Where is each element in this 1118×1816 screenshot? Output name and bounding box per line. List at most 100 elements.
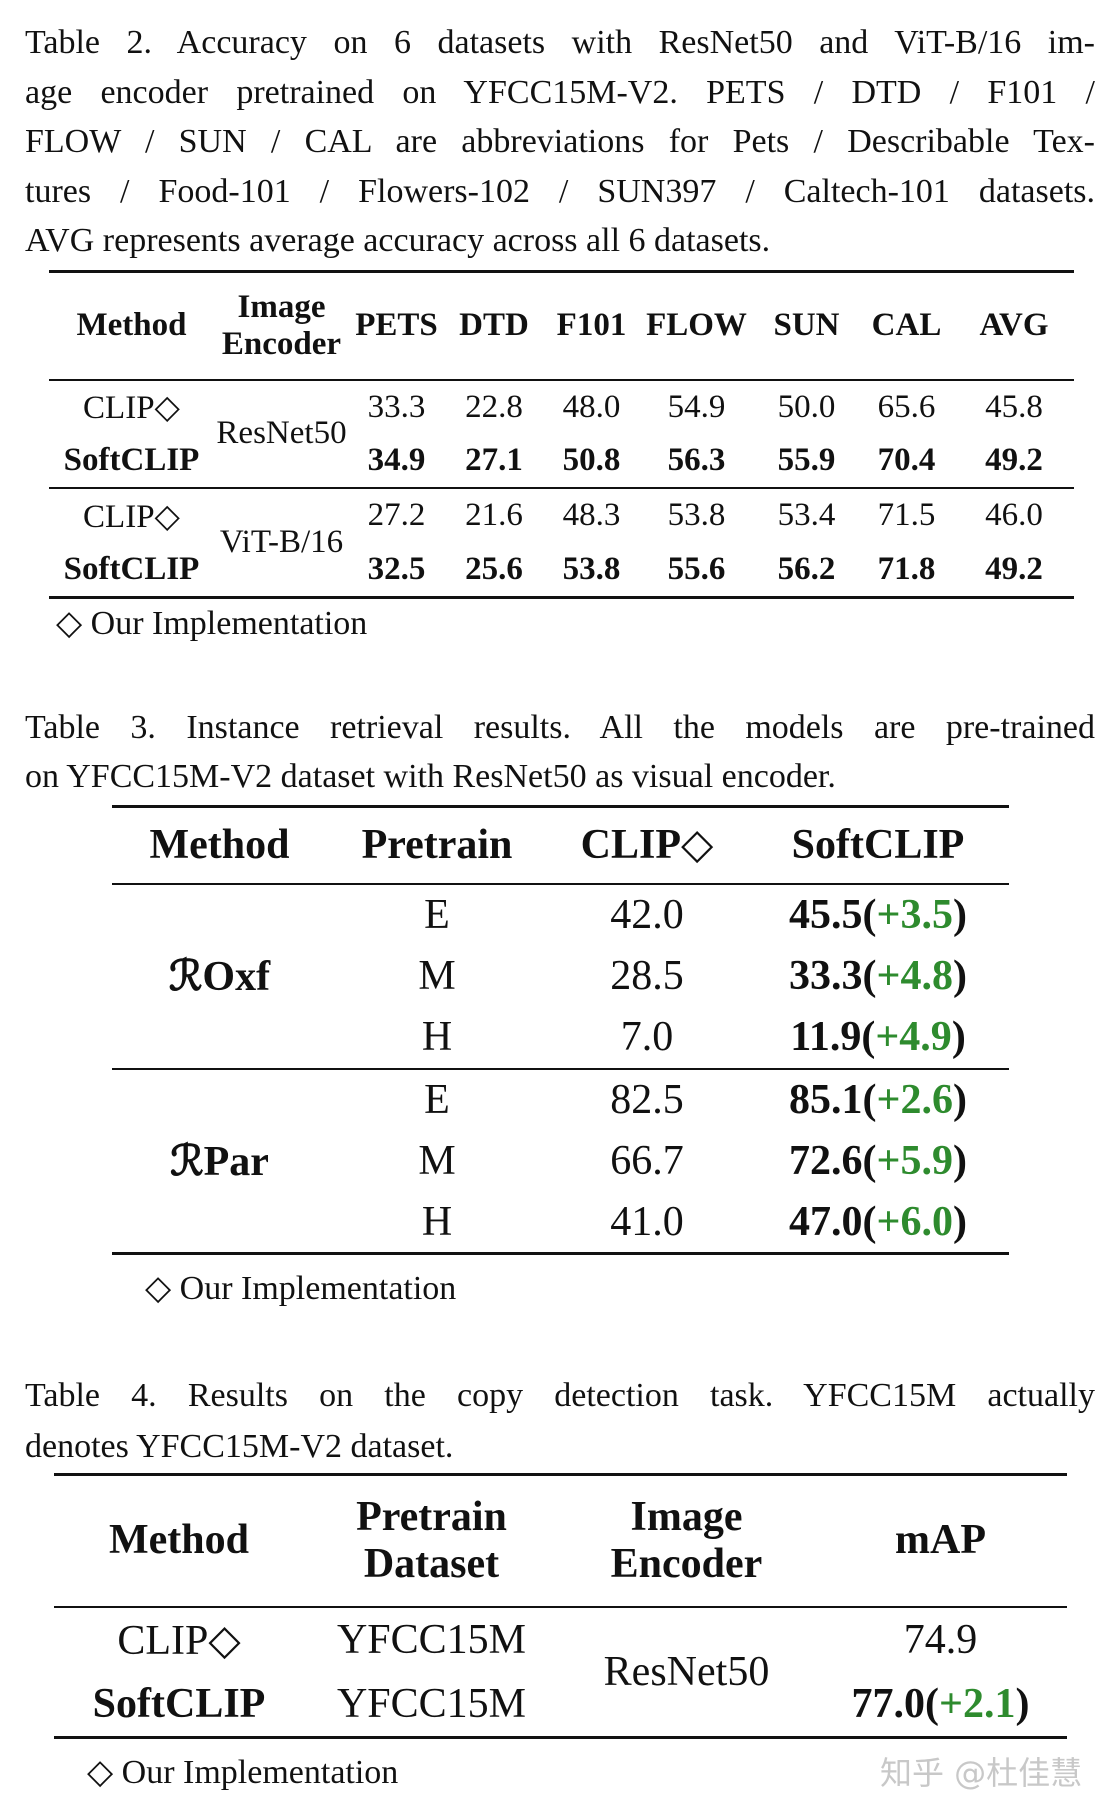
dataset: YFCC15M: [336, 1681, 527, 1727]
row: SoftCLIP 32.5 25.6 53.8 55.6 56.2 71.8 49.2: [49, 543, 1074, 598]
row: ℛOxf E 42.0 45.5(+3.5): [112, 882, 1009, 1069]
caption-line: Table 4. Results on the copy detection t…: [25, 1377, 1095, 1414]
caption-line: on YFCC15M-V2 dataset with ResNet50 as v…: [25, 758, 836, 795]
clip: 7.0: [620, 1014, 674, 1061]
column-header: SoftCLIP: [791, 821, 965, 868]
cell: 71.5: [859, 486, 954, 543]
encoder: ResNet50: [214, 378, 349, 488]
method: SoftCLIP: [63, 550, 200, 587]
value-text: 85.1: [789, 1076, 863, 1123]
value-text: 47.0: [789, 1199, 863, 1246]
cell: 65.6: [859, 378, 954, 434]
footnote: ◇ Our Implementation: [145, 1270, 457, 1307]
column-header: Pretrain: [361, 821, 513, 868]
body: CLIP◇ YFCC15M ResNet50 74.9 SoftCLIP YFCC15M 7…: [54, 1605, 1067, 1738]
cell: 53.4: [754, 486, 859, 543]
delta: +3.5: [876, 891, 953, 938]
softclip: 33.3(+4.8): [747, 945, 1009, 1007]
value-text: ): [952, 1138, 967, 1185]
encoder: ViT-B/16: [214, 486, 349, 598]
pretrain: H: [421, 1014, 453, 1061]
cell: 50.8: [562, 441, 621, 478]
column-header: Image Encoder: [610, 1493, 763, 1587]
clip: 28.5: [610, 953, 684, 1000]
cell: 49.2: [985, 550, 1043, 587]
value-text: 11.9: [790, 1014, 862, 1061]
table3-caption: Table 3. Instance retrieval results. All…: [25, 703, 1095, 801]
cell: 22.8: [444, 378, 544, 434]
delta: +6.0: [876, 1199, 953, 1246]
value-text: (: [862, 891, 877, 938]
softclip: 85.1(+2.6): [747, 1067, 1009, 1131]
map: 77.0(+2.1): [814, 1672, 1067, 1738]
cell: 48.3: [544, 486, 639, 543]
body: CLIP◇ ResNet50 33.3 22.8 48.0 54.9 50.0 65.6 45.…: [49, 378, 1074, 598]
softclip: 11.9(+4.9): [747, 1007, 1009, 1069]
cell: 54.9: [639, 378, 754, 434]
caption-line: FLOW / SUN / CAL are abbreviations for P…: [25, 123, 1095, 160]
header: Method Pretrain Dataset Image Encoder mAP: [54, 1474, 1067, 1607]
clip: 42.0: [547, 882, 747, 946]
cell: 27.1: [465, 441, 523, 478]
caption-line: age encoder pretrained on YFCC15M-V2. PE…: [25, 73, 1095, 111]
cell: 55.9: [777, 441, 836, 478]
cell: 48.0: [544, 378, 639, 434]
row: CLIP◇ ResNet50 33.3 22.8 48.0 54.9 50.0 65.6 45.…: [49, 378, 1074, 488]
value-text: 33.3: [789, 953, 863, 1000]
header-row: Method Image Encoder PETS DTD F101 FLOW SUN CAL…: [49, 271, 1074, 380]
header-row: Method Pretrain Dataset Image Encoder mAP: [54, 1474, 1067, 1607]
cell: 46.0: [954, 486, 1074, 543]
row: SoftCLIP YFCC15M 77.0(+2.1): [54, 1672, 1067, 1738]
table4: Method Pretrain Dataset Image Encoder mAP CL…: [54, 1473, 1067, 1739]
value-text: (: [862, 1199, 877, 1246]
column-header: CAL: [871, 307, 942, 344]
method: CLIP◇: [49, 486, 214, 543]
value-text: 45.5: [789, 891, 863, 938]
softclip: 47.0(+6.0): [747, 1192, 1009, 1254]
column-header: FLOW: [646, 307, 747, 344]
column-header: mAP: [895, 1517, 986, 1564]
pretrain: M: [418, 1138, 456, 1185]
delta: +5.9: [876, 1138, 953, 1185]
caption-line: denotes YFCC15M-V2 dataset.: [25, 1428, 454, 1465]
row: ℛPar E 82.5 85.1(+2.6): [112, 1067, 1009, 1254]
value-text: (: [862, 1138, 877, 1185]
clip: 82.5: [547, 1067, 747, 1131]
delta: +2.6: [876, 1076, 953, 1123]
encoder: ResNet50: [559, 1605, 814, 1738]
cell: 27.2: [349, 486, 444, 543]
row: SoftCLIP 34.9 27.1 50.8 56.3 55.9 70.4 49.2: [49, 434, 1074, 488]
value-text: ): [1015, 1681, 1030, 1727]
column-header: Method: [109, 1517, 249, 1564]
header: Method Pretrain CLIP◇ SoftCLIP: [112, 806, 1009, 884]
column-header: Method: [149, 821, 290, 868]
pretrain: M: [418, 953, 456, 1000]
clip: 66.7: [610, 1138, 684, 1185]
footnote: ◇ Our Implementation: [87, 1754, 399, 1791]
row: H 41.0 47.0(+6.0): [112, 1192, 1009, 1254]
value-text: (: [925, 1681, 940, 1727]
column-header: Pretrain Dataset: [356, 1493, 507, 1587]
value-text: 77.0: [851, 1681, 926, 1727]
pretrain: H: [421, 1199, 453, 1246]
caption-line: Table 2. Accuracy on 6 datasets with Res…: [25, 24, 1095, 61]
cell: 55.6: [667, 550, 726, 587]
table3: Method Pretrain CLIP◇ SoftCLIP ℛOxf E 42.0 45.5…: [112, 805, 1009, 1255]
caption-line: Table 3. Instance retrieval results. All…: [25, 709, 1095, 746]
column-header: DTD: [459, 307, 529, 344]
value-text: (: [862, 953, 877, 1000]
value-text: ): [952, 1199, 967, 1246]
caption-line: AVG represents average accuracy across a…: [25, 222, 771, 259]
column-header: Image Encoder: [221, 288, 342, 362]
cell: 50.0: [754, 378, 859, 434]
method: SoftCLIP: [63, 441, 200, 478]
method: SoftCLIP: [92, 1681, 266, 1727]
table2-caption: Table 2. Accuracy on 6 datasets with Res…: [25, 18, 1095, 266]
header: Method Image Encoder PETS DTD F101 FLOW SUN CAL…: [49, 271, 1074, 380]
method: ℛPar: [112, 1067, 327, 1254]
body: ℛOxf E 42.0 45.5(+3.5) M 28.5 33.3(+4.8) H 7.0 11…: [112, 882, 1009, 1254]
cell: 53.8: [639, 486, 754, 543]
row: H 7.0 11.9(+4.9): [112, 1007, 1009, 1069]
column-header: CLIP◇: [580, 821, 714, 868]
